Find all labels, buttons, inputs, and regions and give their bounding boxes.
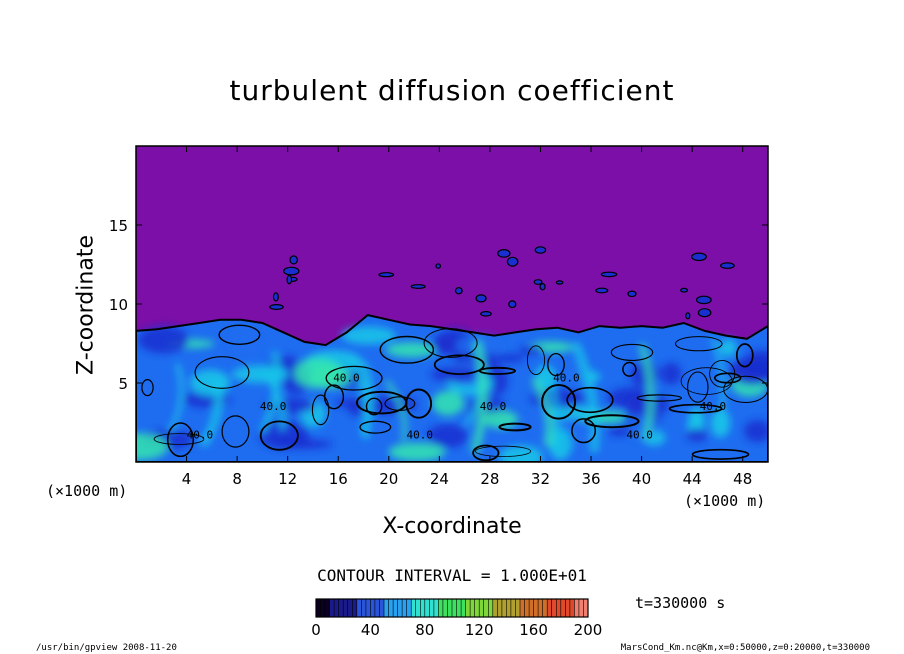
colorbar-tick-label: 160 [519,621,548,639]
footer-right: MarsCond_Km.nc@Km,x=0:50000,z=0:20000,t=… [620,643,870,653]
x-axis: 4 8 12 16 20 24 28 32 36 40 44 48 [182,146,752,488]
time-label: t=330000 s [635,594,726,612]
colorbar: 0 40 80 120 160 200 [311,598,603,639]
x-tick-label: 40 [632,470,651,488]
y-tick-label: 5 [118,375,128,393]
x-tick-label: 44 [683,470,702,488]
contour-interval-text: CONTOUR INTERVAL = 1.000E+01 [317,566,587,585]
colorbar-tick-label: 40 [361,621,380,639]
x-tick-label: 36 [581,470,600,488]
x-tick-label: 48 [733,470,752,488]
colorbar-tick-label: 200 [574,621,603,639]
x-tick-label: 32 [531,470,550,488]
contour-label: 40.0 [260,400,287,413]
heatmap-field [136,146,768,462]
y-unit-label: (×1000 m) [46,482,128,500]
y-axis: 5 10 15 [109,217,768,393]
x-tick-label: 4 [182,470,192,488]
x-unit-label: (×1000 m) [684,492,766,510]
colorbar-tick-label: 120 [465,621,494,639]
x-tick-label: 20 [379,470,398,488]
contour-label: 40.0 [626,428,653,441]
footer-left: /usr/bin/gpview 2008-11-20 [36,643,177,653]
contour-label: 40.0 [407,428,434,441]
x-tick-label: 8 [232,470,242,488]
colorbar-tick-label: 80 [415,621,434,639]
contour-label: 40.0 [333,371,360,384]
x-tick-label: 24 [430,470,449,488]
x-axis-label: X-coordinate [382,514,522,539]
x-tick-label: 28 [480,470,499,488]
colorbar-frame [315,598,589,618]
contour-label: 40.0 [700,400,727,413]
x-tick-label: 16 [329,470,348,488]
contour-lines: 40.0 40.0 40.0 40.0 40.0 40.0 40.0 40.0 [136,246,768,462]
colorbar-tick-label: 0 [311,621,321,639]
contour-label: 40.0 [553,371,580,384]
chart-title: turbulent diffusion coefficient [229,74,675,107]
y-axis-label: Z-coordinate [73,235,99,375]
contour-label: 40.0 [187,428,214,441]
turbulence-blobs [136,326,768,462]
boundary-layer-top-contour [136,314,768,462]
y-tick-label: 15 [109,217,128,235]
x-tick-label: 12 [278,470,297,488]
contour-label: 40.0 [480,400,507,413]
y-tick-label: 10 [109,296,128,314]
